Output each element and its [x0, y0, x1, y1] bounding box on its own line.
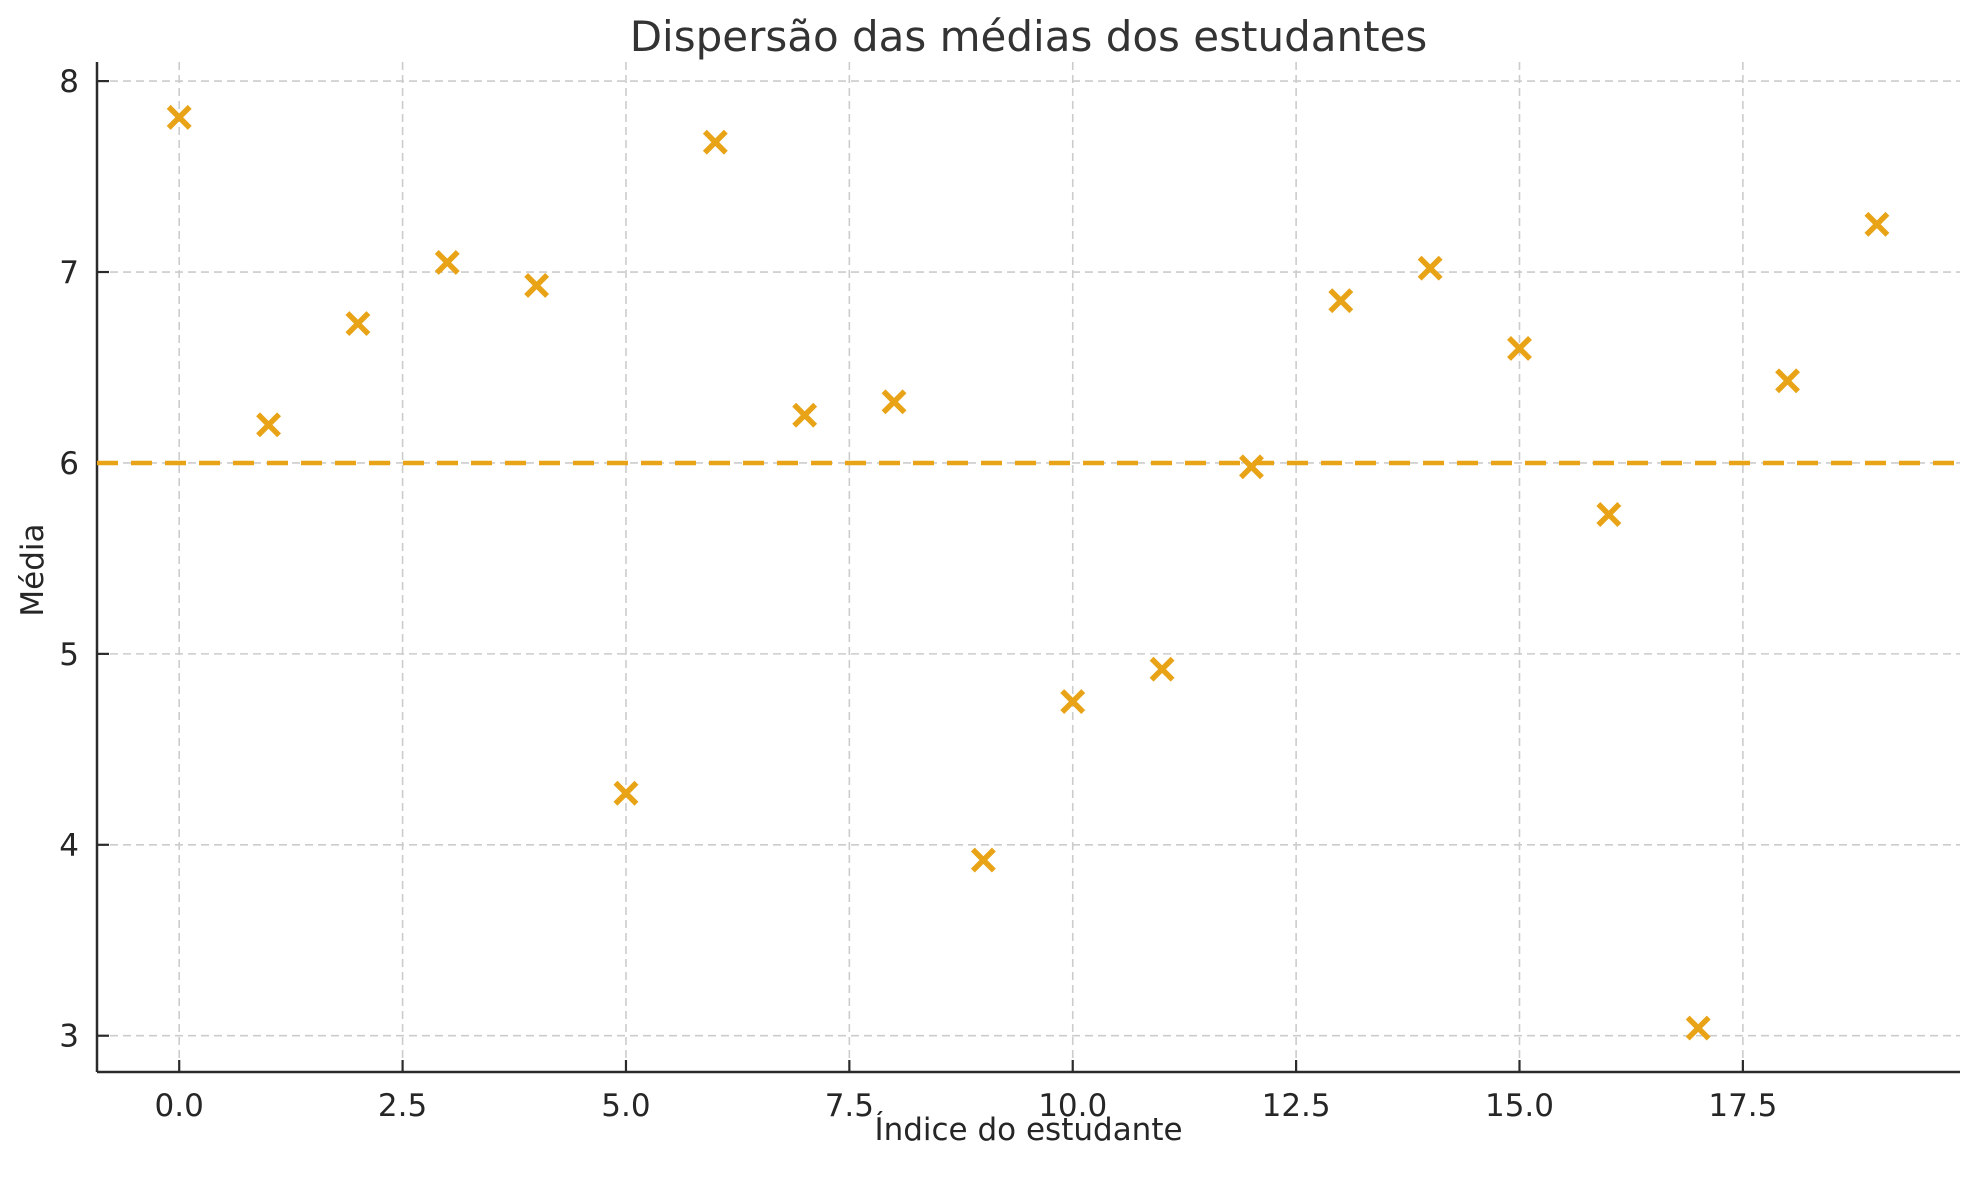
data-point-marker: [1775, 368, 1800, 394]
x-tick-label: 15.0: [1485, 1088, 1554, 1124]
y-tick-label: 8: [59, 64, 79, 100]
data-point-marker: [1149, 656, 1175, 682]
y-tick-label: 7: [59, 255, 79, 291]
data-point-marker: [345, 311, 371, 337]
data-point-marker: [1238, 454, 1264, 480]
data-point-marker: [256, 412, 282, 438]
x-tick-label: 5.0: [601, 1088, 650, 1124]
data-point-marker: [613, 780, 639, 806]
data-point-marker: [434, 250, 460, 275]
data-point-marker: [1864, 211, 1890, 237]
x-tick-label: 2.5: [378, 1088, 427, 1124]
x-tick-label: 12.5: [1262, 1088, 1331, 1124]
data-point-marker: [1507, 335, 1532, 361]
y-tick-label: 5: [59, 637, 79, 673]
data-point-marker: [970, 847, 996, 873]
data-point-marker: [166, 104, 192, 130]
data-point-marker: [1417, 255, 1443, 281]
data-point-marker: [524, 272, 550, 298]
x-tick-label: 10.0: [1038, 1088, 1107, 1124]
data-point-marker: [1685, 1015, 1711, 1041]
x-tick-label: 17.5: [1708, 1088, 1777, 1124]
y-tick-label: 6: [59, 446, 79, 482]
x-tick-label: 0.0: [155, 1088, 204, 1124]
chart-title: Dispersão das médias dos estudantes: [629, 12, 1428, 61]
y-tick-label: 3: [59, 1019, 79, 1055]
data-point-marker: [702, 129, 728, 155]
data-point-marker: [1328, 288, 1354, 314]
data-point-marker: [792, 402, 818, 428]
data-point-marker: [1596, 502, 1622, 527]
x-tick-label: 7.5: [825, 1088, 874, 1124]
data-point-marker: [881, 389, 907, 415]
data-point-marker: [1060, 689, 1086, 715]
y-tick-label: 4: [59, 828, 79, 864]
x-axis-label: Índice do estudante: [874, 1112, 1183, 1148]
